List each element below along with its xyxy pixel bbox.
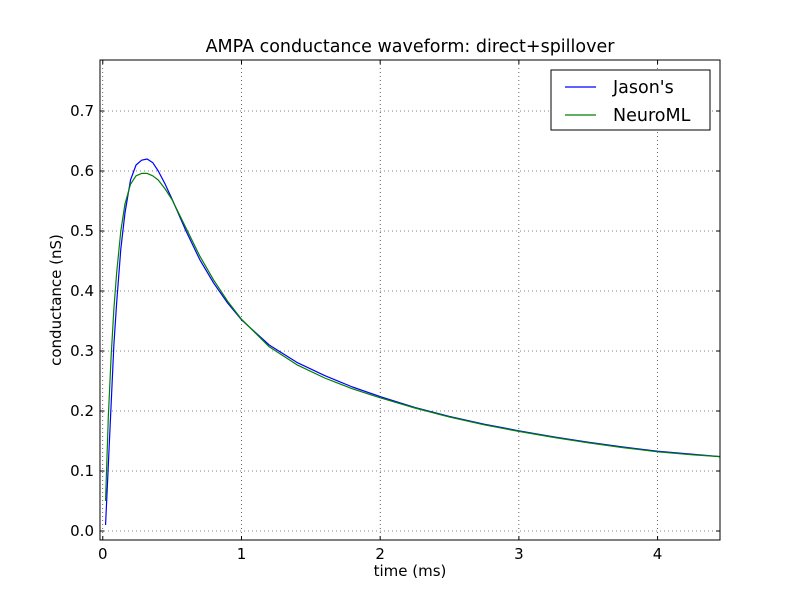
x-tick-label: 3 — [514, 545, 524, 563]
y-tick-label: 0.1 — [70, 462, 94, 480]
chart-title: AMPA conductance waveform: direct+spillo… — [206, 37, 616, 57]
x-tick-label: 2 — [375, 545, 385, 563]
legend: Jason's NeuroML — [550, 69, 711, 131]
plot-area — [100, 60, 720, 540]
plot-frame — [99, 59, 721, 541]
series-line-neuroml — [104, 172, 721, 502]
x-tick-label: 0 — [98, 545, 108, 563]
y-tick-label: 0.4 — [70, 282, 94, 300]
x-tick-label: 4 — [653, 545, 663, 563]
ticks: 0 1 2 3 4 0.0 0.1 0.2 0.3 0.4 0.5 0.6 0.7 — [70, 60, 720, 563]
y-tick-label: 0.0 — [70, 522, 94, 540]
legend-label-neuroml: NeuroML — [613, 106, 691, 126]
x-axis-label: time (ms) — [374, 562, 447, 580]
y-tick-label: 0.6 — [70, 162, 94, 180]
legend-box — [550, 69, 711, 131]
y-tick-label: 0.7 — [70, 102, 94, 120]
y-tick-label: 0.2 — [70, 402, 94, 420]
legend-label-jasons: Jason's — [612, 78, 674, 98]
x-tick-label: 1 — [237, 545, 247, 563]
series-group — [104, 158, 721, 526]
y-tick-label: 0.3 — [70, 342, 94, 360]
y-axis-label: conductance (nS) — [47, 234, 65, 366]
y-tick-label: 0.5 — [70, 222, 94, 240]
grid — [100, 60, 720, 540]
